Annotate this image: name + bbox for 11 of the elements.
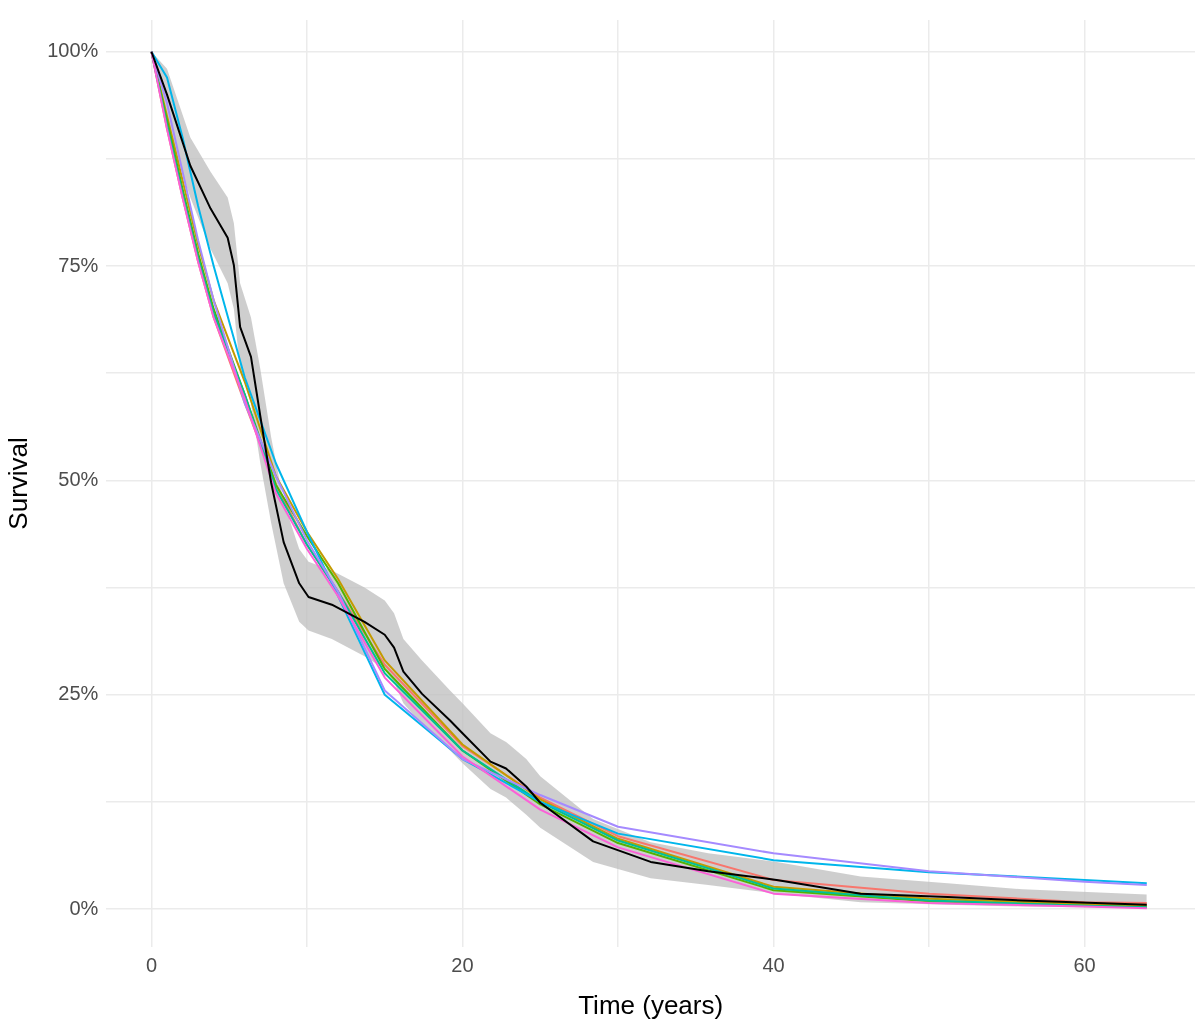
x-tick-label: 60 bbox=[1073, 954, 1096, 977]
y-tick-label: 100% bbox=[47, 39, 99, 62]
x-tick-label: 20 bbox=[451, 954, 474, 977]
x-tick-label: 40 bbox=[762, 954, 785, 977]
y-tick-label: 25% bbox=[58, 682, 99, 705]
y-tick-label: 0% bbox=[69, 896, 99, 919]
x-tick-label: 0 bbox=[145, 954, 158, 977]
x-axis-title: Time (years) bbox=[578, 989, 724, 1020]
y-axis-title: Survival bbox=[2, 437, 33, 530]
y-tick-label: 75% bbox=[58, 253, 99, 276]
y-tick-label: 50% bbox=[58, 467, 99, 490]
